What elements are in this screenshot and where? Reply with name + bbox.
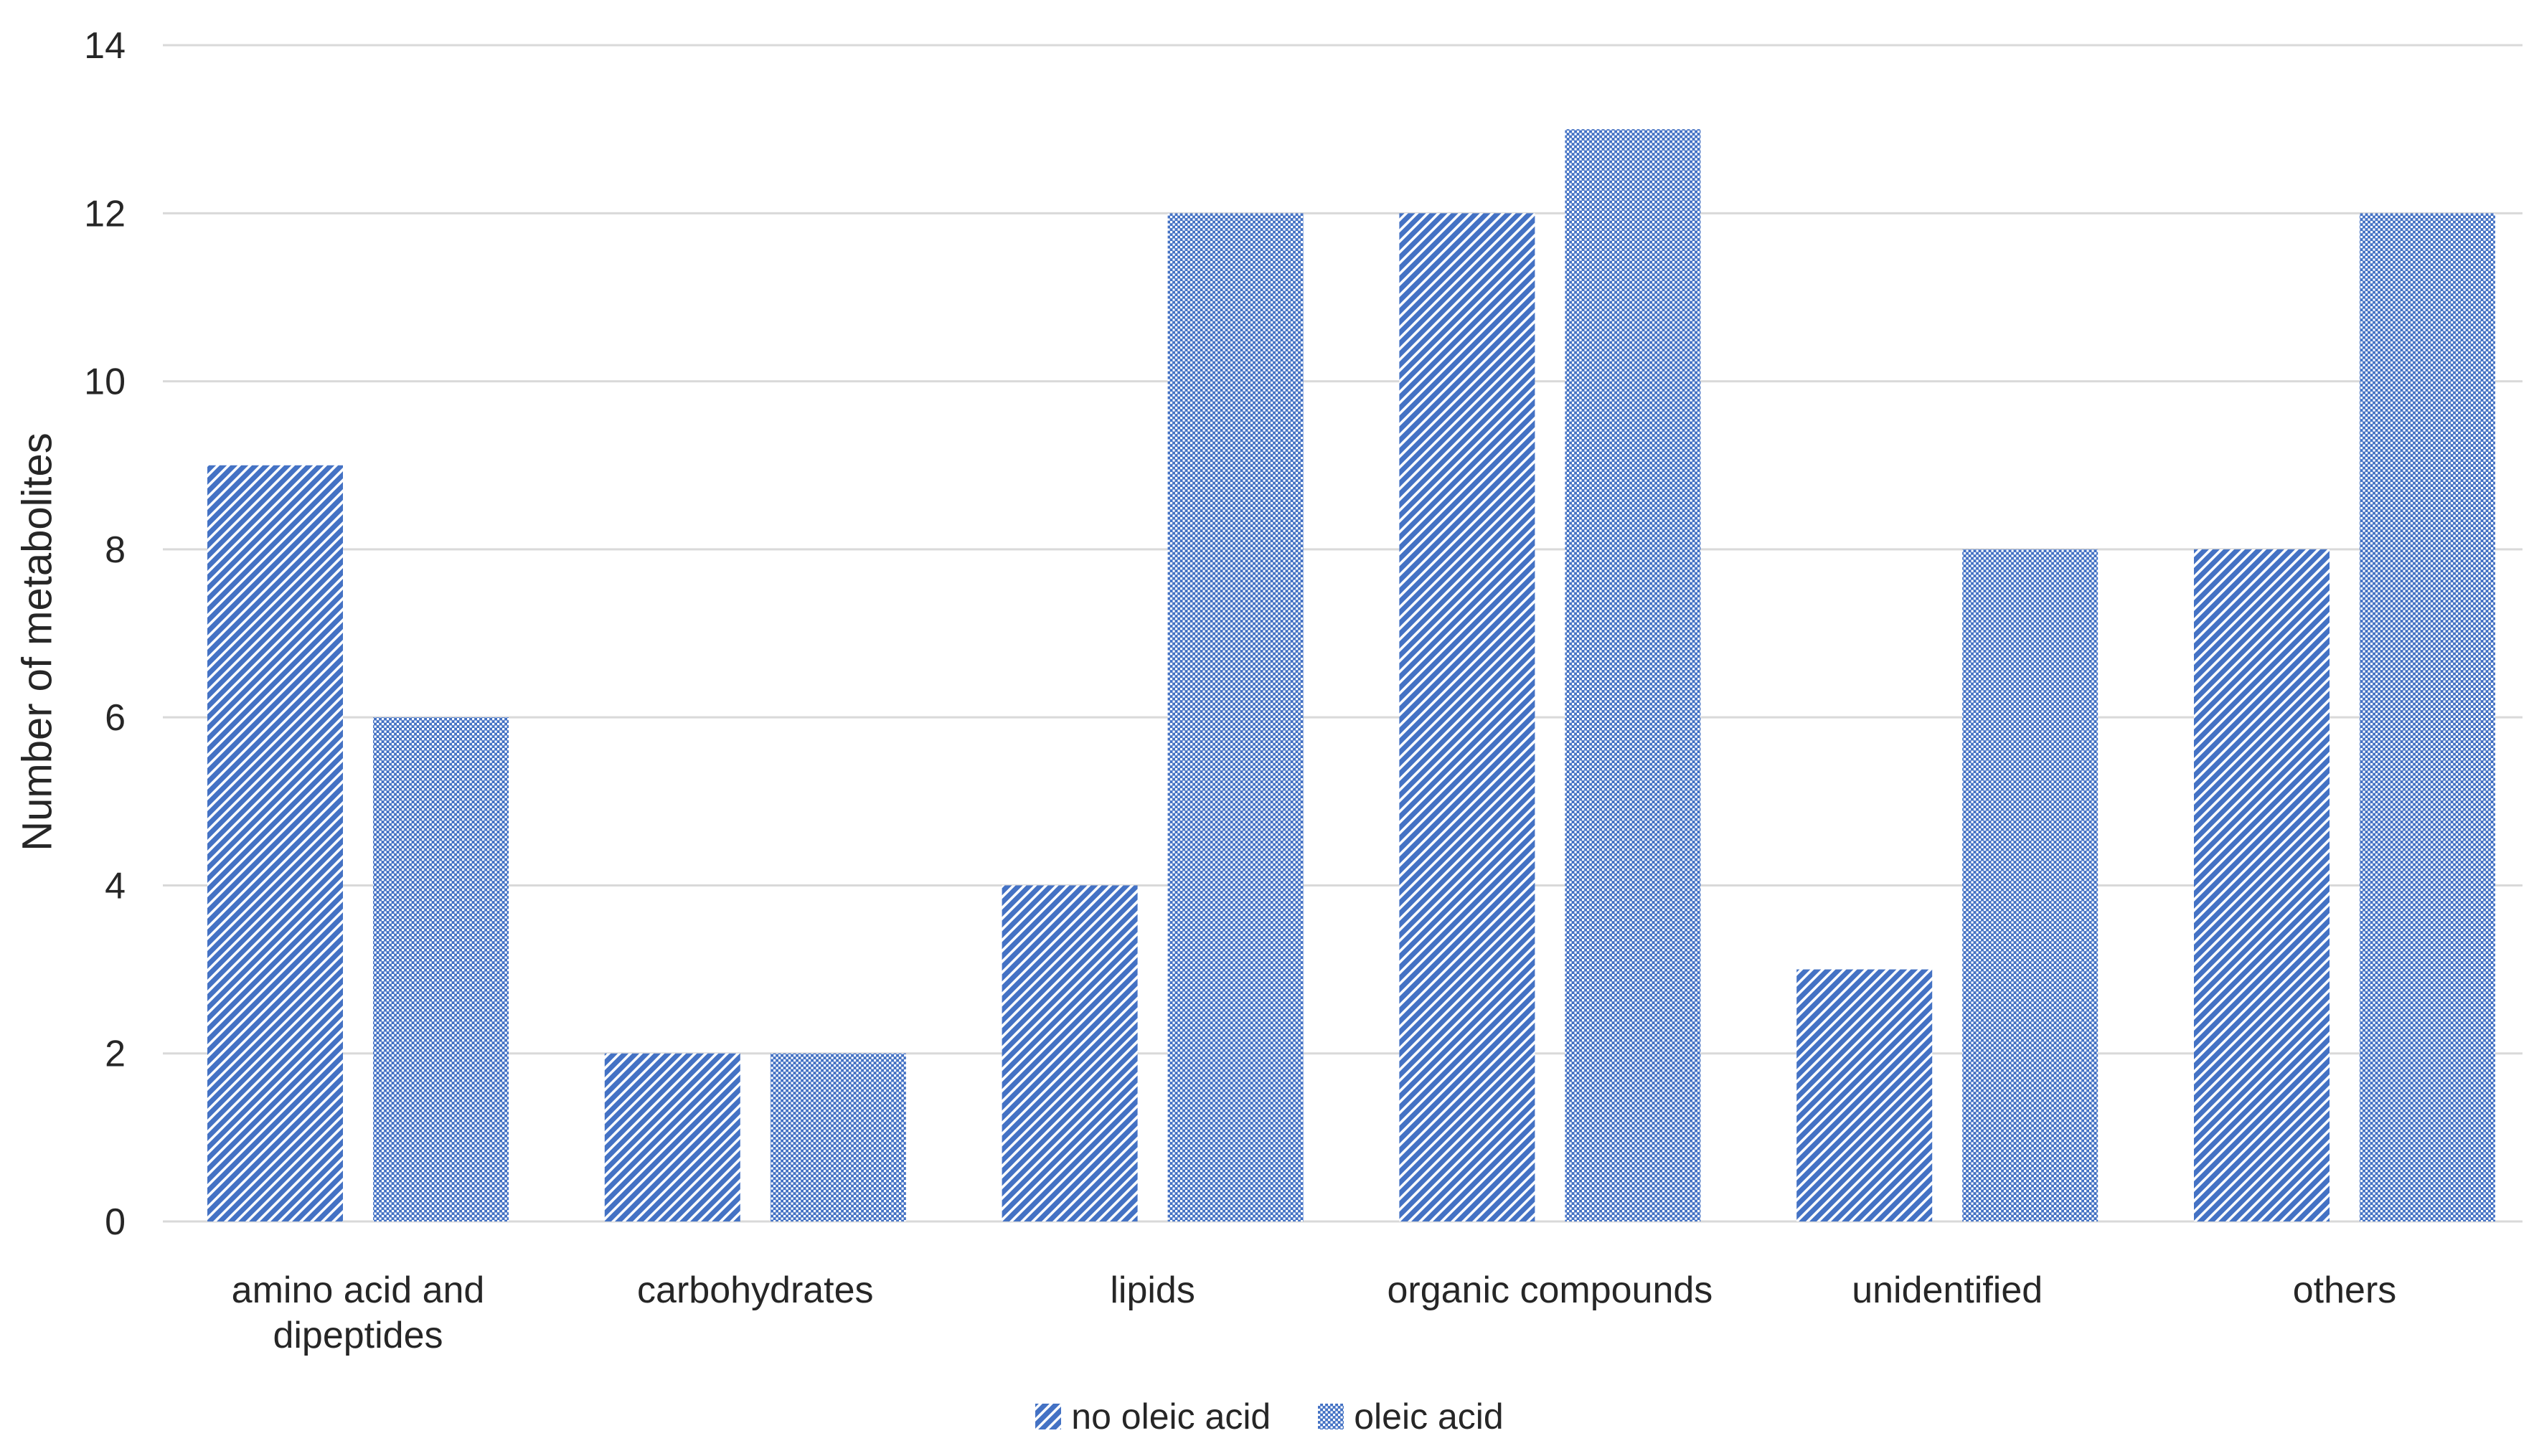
bar-no-oleic-acid-lipids [1002,885,1138,1221]
category-label-others: others [2292,1270,2397,1311]
y-tick-label: 14 [84,25,126,67]
legend-item-no-oleic-acid: no oleic acid [1035,1396,1271,1437]
category-label-organic-compounds: organic compounds [1387,1270,1713,1311]
bar-no-oleic-acid-unidentified [1796,969,1933,1221]
y-tick-label: 8 [105,529,126,571]
y-tick-label: 4 [105,865,126,907]
bars-group [207,129,2495,1222]
category-label-unidentified: unidentified [1852,1270,2043,1311]
y-axis-title: Number of metabolites [14,432,61,851]
category-label-carbohydrates: carbohydrates [637,1270,874,1311]
bar-oleic-acid-carbohydrates [770,1053,906,1221]
legend-label-oleic-acid: oleic acid [1354,1396,1504,1437]
legend-item-oleic-acid: oleic acid [1318,1396,1504,1437]
category-label-amino-acid-and-dipeptides: amino acid and dipeptides [231,1270,485,1357]
bar-no-oleic-acid-carbohydrates [604,1053,740,1221]
gridlines [163,44,2522,1223]
bar-oleic-acid-amino-acid-and-dipeptides [373,717,509,1221]
bar-no-oleic-acid-others [2194,549,2330,1221]
y-tick-label: 2 [105,1034,126,1075]
bar-oleic-acid-lipids [1167,213,1304,1221]
bar-oleic-acid-others [2360,213,2495,1221]
y-tick-label: 10 [84,361,126,403]
category-label-lipids: lipids [1110,1270,1195,1311]
y-tick-label: 0 [105,1201,126,1243]
legend-swatch-diagonal-stripes-icon [1035,1404,1062,1429]
y-tick-label: 6 [105,697,126,739]
y-axis-tick-labels: 0 2 4 6 8 10 12 14 [84,25,126,1243]
legend-swatch-dotted-grid-icon [1318,1404,1344,1429]
bar-no-oleic-acid-amino-acid-and-dipeptides [207,465,343,1221]
legend-label-no-oleic-acid: no oleic acid [1071,1396,1271,1437]
bar-oleic-acid-organic-compounds [1565,129,1701,1222]
legend: no oleic acid oleic acid [0,1396,2539,1437]
bar-no-oleic-acid-organic-compounds [1399,213,1535,1221]
bar-oleic-acid-unidentified [1962,549,2098,1221]
y-tick-label: 12 [84,193,126,235]
